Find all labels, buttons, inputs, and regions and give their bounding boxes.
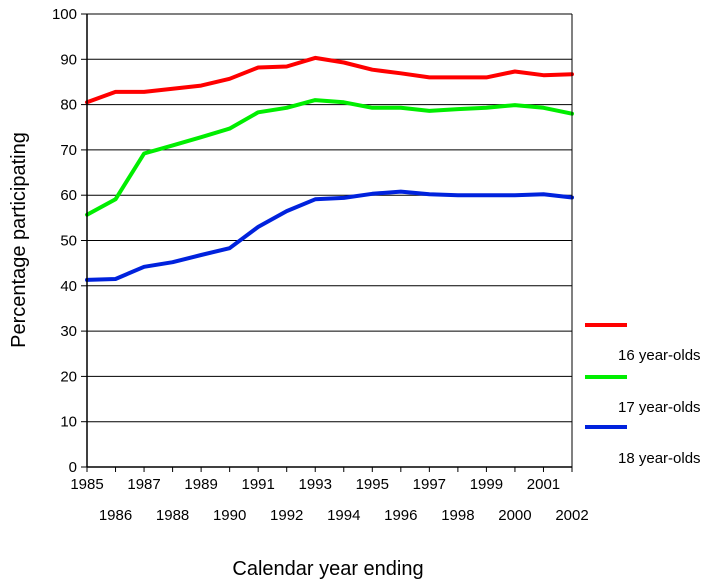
y-tick-label-10: 10 <box>60 414 77 431</box>
series-line-1 <box>85 55 574 105</box>
x-tick-label-1985: 1985 <box>70 476 103 493</box>
x-tick-label-1996: 1996 <box>384 507 417 524</box>
y-tick-label-30: 30 <box>60 323 77 340</box>
x-tick-labels: 1985 1986 1987 1988 1989 1990 1991 1992 1993 1994… <box>70 476 588 524</box>
gridlines <box>81 13 572 468</box>
x-tick-label-1986: 1986 <box>99 507 132 524</box>
y-tick-label-90: 90 <box>60 51 77 68</box>
x-tick-label-2001: 2001 <box>527 476 560 493</box>
x-tick-label-1997: 1997 <box>413 476 446 493</box>
legend: 16 year-olds 17 year-olds 18 year-olds <box>585 323 701 467</box>
x-tick-label-1994: 1994 <box>327 507 360 524</box>
x-tick-label-1988: 1988 <box>156 507 189 524</box>
y-axis-title: Percentage participating <box>8 132 30 348</box>
y-tick-label-50: 50 <box>60 233 77 250</box>
legend-label-1: 16 year-olds <box>618 347 701 364</box>
y-tick-label-60: 60 <box>60 187 77 204</box>
series-line-2 <box>85 98 574 217</box>
y-tick-label-40: 40 <box>60 278 77 295</box>
x-axis-title: Calendar year ending <box>232 558 423 580</box>
x-tick-label-2000: 2000 <box>498 507 531 524</box>
x-tick-label-2002: 2002 <box>555 507 588 524</box>
series-lines <box>85 55 574 282</box>
y-tick-label-100: 100 <box>52 6 77 23</box>
legend-label-2: 17 year-olds <box>618 399 701 416</box>
x-tick-label-1993: 1993 <box>299 476 332 493</box>
x-tick-label-1999: 1999 <box>470 476 503 493</box>
y-tick-label-80: 80 <box>60 97 77 114</box>
y-tick-label-20: 20 <box>60 368 77 385</box>
legend-label-3: 18 year-olds <box>618 450 701 467</box>
x-tick-label-1989: 1989 <box>184 476 217 493</box>
x-tick-label-1998: 1998 <box>441 507 474 524</box>
y-tick-labels: 0 10 20 30 40 50 60 70 80 90 100 <box>52 6 77 476</box>
series-line-3 <box>85 189 574 282</box>
x-tick-label-1992: 1992 <box>270 507 303 524</box>
x-tick-label-1991: 1991 <box>241 476 274 493</box>
y-tick-label-70: 70 <box>60 142 77 159</box>
axes <box>86 14 573 472</box>
x-tick-label-1987: 1987 <box>127 476 160 493</box>
x-tick-label-1990: 1990 <box>213 507 246 524</box>
y-tick-label-0: 0 <box>69 459 77 476</box>
x-tick-label-1995: 1995 <box>356 476 389 493</box>
